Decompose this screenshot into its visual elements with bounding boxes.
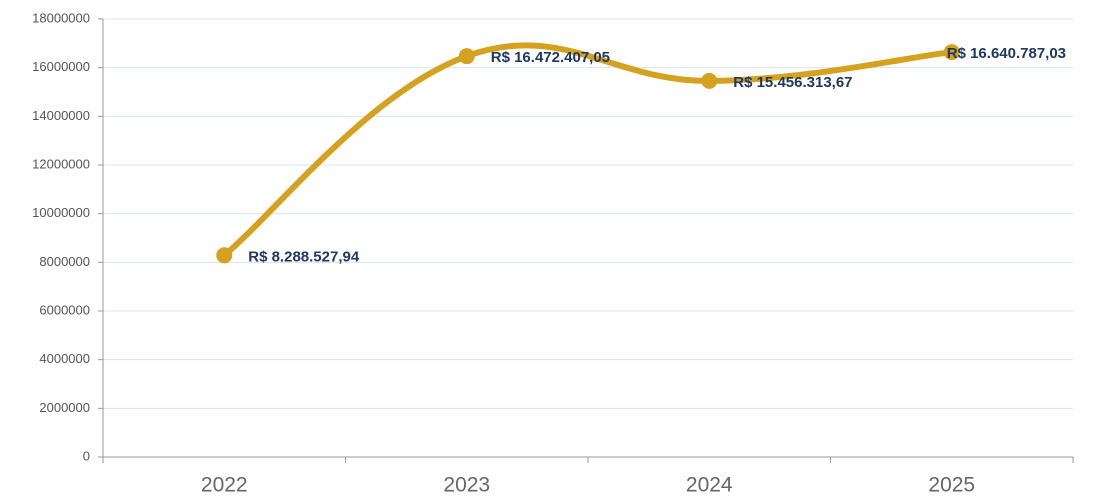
y-tick-label: 16000000: [32, 59, 90, 74]
line: [221, 42, 955, 259]
y-tick-label: 10000000: [32, 205, 90, 220]
x-tick-label: 2022: [201, 474, 248, 496]
y-tick-label: 0: [83, 448, 90, 463]
y-tick-label: 18000000: [32, 10, 90, 25]
y-tick-label: 2000000: [39, 400, 90, 415]
value-label: R$ 8.288.527,94: [248, 248, 360, 265]
value-label: R$ 15.456.313,67: [733, 74, 852, 91]
y-tick-label: 14000000: [32, 108, 90, 123]
point: [943, 44, 960, 61]
x-tick-label: 2023: [443, 474, 490, 496]
y-tick-label: 12000000: [32, 156, 90, 171]
value-label: R$ 16.640.787,03: [947, 45, 1066, 62]
point: [216, 247, 233, 264]
x-tick-label: 2025: [928, 474, 975, 496]
x-tick-label: 2024: [686, 474, 733, 496]
y-tick-label: 4000000: [39, 351, 90, 366]
y-tick-label: 8000000: [39, 254, 90, 269]
point: [701, 72, 718, 89]
value-label: R$ 16.472.407,05: [491, 49, 610, 66]
y-tick-label: 6000000: [39, 302, 90, 317]
point: [458, 48, 475, 65]
